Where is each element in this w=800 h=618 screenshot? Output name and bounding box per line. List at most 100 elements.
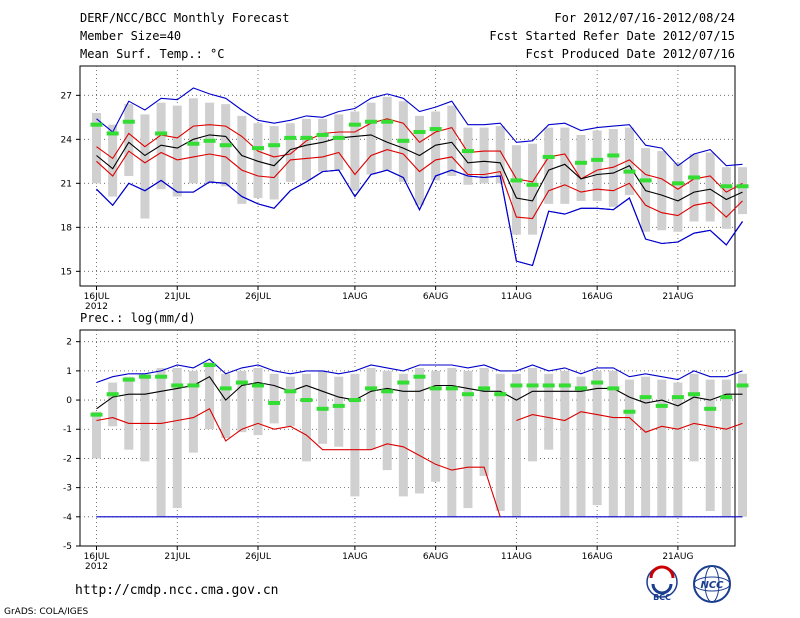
observed-marker — [187, 141, 200, 146]
member-box — [382, 96, 392, 171]
observed-marker — [90, 122, 103, 127]
x-year-label: 2012 — [85, 562, 108, 572]
observed-marker — [155, 374, 168, 379]
observed-marker — [300, 135, 313, 140]
observed-marker — [575, 160, 587, 165]
plot-frame — [79, 65, 736, 287]
observed-marker — [252, 146, 264, 151]
member-box — [689, 373, 699, 462]
observed-marker — [429, 127, 442, 132]
series-min-line — [96, 169, 743, 267]
x-tick-label: 6AUG — [423, 552, 448, 562]
plot-frame — [79, 329, 736, 547]
member-box — [366, 367, 376, 450]
observed-marker — [284, 135, 297, 140]
ncc-logo-text: NCC — [700, 580, 724, 591]
observed-marker — [138, 374, 151, 379]
member-box — [253, 367, 263, 436]
member-box — [511, 145, 521, 235]
observed-marker — [413, 374, 426, 379]
observed-marker — [671, 395, 684, 400]
observed-marker — [365, 119, 378, 124]
member-box — [205, 102, 215, 184]
x-tick-label: 26JUL — [245, 552, 271, 562]
y-tick-label: 18 — [61, 223, 73, 233]
member-box — [253, 123, 263, 198]
y-tick-label: 27 — [61, 91, 72, 101]
bcc-logo-text: BCC — [653, 593, 671, 602]
observed-marker — [316, 132, 329, 137]
observed-marker — [639, 178, 652, 183]
x-tick-label: 21AUG — [662, 552, 693, 562]
member-box — [495, 126, 505, 184]
observed-marker — [639, 395, 652, 400]
x-tick-label: 1AUG — [342, 552, 367, 562]
member-box — [592, 130, 602, 201]
member-box — [140, 114, 150, 219]
x-tick-label: 16JUL — [84, 292, 110, 302]
observed-marker — [542, 154, 555, 159]
x-tick-label: 6AUG — [423, 292, 448, 302]
member-box — [544, 127, 554, 204]
member-box — [721, 167, 731, 229]
observed-marker — [720, 184, 733, 189]
series-p10-line — [96, 149, 743, 220]
observed-marker — [187, 383, 200, 388]
variable-label: Mean Surf. Temp.: °C — [80, 47, 225, 61]
observed-marker — [203, 363, 216, 368]
observed-marker — [316, 406, 329, 411]
y-tick-label: 15 — [61, 267, 72, 277]
observed-marker — [623, 409, 636, 414]
x-tick-label: 16JUL — [84, 552, 110, 562]
member-box — [205, 362, 215, 430]
observed-marker — [348, 398, 361, 403]
grads-credit: GrADS: COLA/IGES — [4, 607, 88, 617]
observed-marker — [510, 178, 523, 183]
fcst-produced: Fcst Produced Date 2012/07/16 — [525, 47, 735, 61]
series-mean-line — [96, 134, 743, 202]
member-box — [738, 167, 747, 215]
member-box — [495, 373, 505, 511]
observed-marker — [720, 395, 733, 400]
member-box — [511, 373, 521, 517]
precipitation-panel: -5 -4 -3 -2 -1 0 1 2 16JUL 21JUL 26JUL 1AUG 6AUG 11AU… — [63, 329, 749, 572]
x-tick-label: 21JUL — [164, 552, 190, 562]
member-box — [528, 143, 538, 235]
member-box — [463, 127, 473, 185]
member-size: Member Size=40 — [80, 29, 181, 43]
observed-marker — [607, 386, 620, 391]
x-tick-label: 1AUG — [342, 292, 367, 302]
observed-marker — [526, 383, 539, 388]
observed-marker — [671, 181, 684, 186]
member-box — [237, 115, 247, 204]
member-box — [92, 411, 101, 459]
observed-marker — [106, 392, 119, 397]
series-p10-line — [516, 411, 743, 433]
x-tick-label: 26JUL — [245, 292, 271, 302]
member-box — [350, 373, 360, 497]
observed-marker — [461, 149, 474, 154]
observed-marker — [478, 386, 491, 391]
y-tick-label: 21 — [61, 179, 72, 189]
x-tick-label: 11AUG — [501, 552, 532, 562]
observed-marker — [122, 119, 135, 124]
observed-marker — [688, 175, 701, 180]
y-tick-label: -5 — [63, 542, 72, 552]
member-box — [560, 370, 570, 517]
member-box — [479, 367, 489, 476]
series-lower-line — [96, 408, 501, 517]
observed-marker — [591, 380, 604, 385]
observed-marker — [203, 138, 216, 143]
member-box — [237, 370, 247, 433]
member-box — [334, 376, 344, 447]
observed-marker — [171, 383, 184, 388]
member-box — [721, 379, 731, 517]
member-box — [673, 382, 683, 517]
member-box — [641, 376, 651, 517]
member-box — [576, 134, 586, 201]
observed-marker — [397, 138, 410, 143]
observed-marker — [397, 380, 410, 385]
series-upper-line — [96, 87, 743, 167]
x-tick-label: 16AUG — [582, 292, 613, 302]
